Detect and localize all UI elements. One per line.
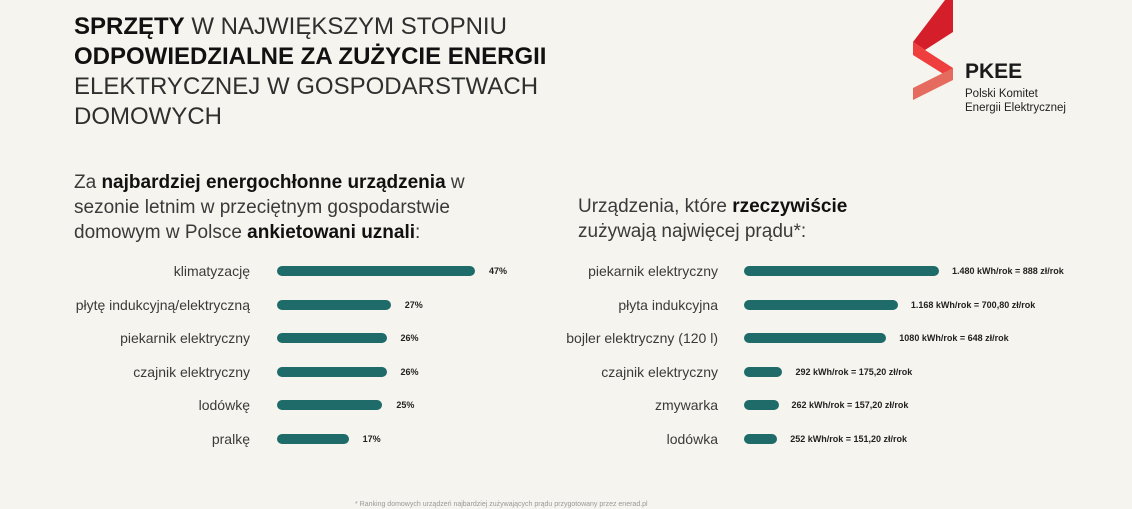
bar <box>744 333 887 343</box>
value-label: 26% <box>400 333 419 343</box>
value-label: 262 kWh/rok = 157,20 zł/rok <box>791 400 909 410</box>
left-chart-heading: Za najbardziej energochłonne urządzenia … <box>74 170 524 245</box>
right-heading-part-c: zużywają najwięcej prądu*: <box>578 221 807 242</box>
category-label: czajnik elektryczny <box>133 363 250 380</box>
category-label: płytę indukcyjną/elektryczną <box>75 296 250 313</box>
logo-subtitle: Polski Komitet Energii Elektrycznej <box>965 87 1066 115</box>
logo-subtitle-line-1: Polski Komitet <box>965 88 1038 100</box>
footnote: * Ranking domowych urządzeń najbardziej … <box>355 501 648 508</box>
value-label: 1.480 kWh/rok = 888 zł/rok <box>952 266 1064 276</box>
bar-row: piekarnik elektryczny 26% <box>0 327 560 349</box>
left-heading-part-a: Za <box>74 172 102 193</box>
survey-bar-chart: klimatyzację 47% płytę indukcyjną/elektryc… <box>0 260 560 470</box>
value-label: 292 kWh/rok = 175,20 zł/rok <box>795 366 913 377</box>
headline-bold-2: ODPOWIEDZIALNE ZA ZUŻYCIE ENERGII <box>74 43 547 70</box>
left-heading-part-b: najbardziej energochłonne urządzenia <box>101 172 446 193</box>
bar-row: płytę indukcyjną/elektryczną 27% <box>0 294 560 316</box>
category-label: klimatyzację <box>173 263 250 279</box>
bar-row: lodówkę 25% <box>0 394 560 416</box>
bar <box>744 400 779 410</box>
bar <box>277 366 387 377</box>
bar <box>277 299 391 310</box>
bar <box>277 333 387 343</box>
value-label: 26% <box>400 366 419 377</box>
bar-row: płyta indukcyjna 1.168 kWh/rok = 700,80 z… <box>540 294 1132 316</box>
category-label: pralkę <box>211 430 250 447</box>
bar <box>744 266 939 276</box>
value-label: 252 kWh/rok = 151,20 zł/rok <box>790 433 907 444</box>
bar-row: piekarnik elektryczny 1.480 kWh/rok = 888… <box>540 260 1132 282</box>
category-label: czajnik elektryczny <box>601 363 718 380</box>
bar <box>744 299 898 310</box>
value-label: 25% <box>396 400 415 410</box>
left-heading-part-e: : <box>415 222 421 243</box>
headline-rest-2: ELEKTRYCZNEJ W GOSPODARSTWACH DOMOWYCH <box>74 73 539 130</box>
category-label: piekarnik elektryczny <box>120 330 250 346</box>
bar-row: pralkę 17% <box>0 428 560 450</box>
bar-row: zmywarka 262 kWh/rok = 157,20 zł/rok <box>540 394 1132 416</box>
pkee-logo: PKEE Polski Komitet Energii Elektrycznej <box>905 0 1105 120</box>
bar <box>277 433 349 444</box>
bar <box>277 400 383 410</box>
category-label: płyta indukcyjna <box>618 296 718 313</box>
left-heading-part-d: ankietowani uznali <box>247 222 416 243</box>
value-label: 1.168 kWh/rok = 700,80 zł/rok <box>910 299 1036 310</box>
value-label: 47% <box>489 266 508 276</box>
bar-row: czajnik elektryczny 292 kWh/rok = 175,20 … <box>540 361 1132 383</box>
value-label: 1080 kWh/rok = 648 zł/rok <box>899 333 1009 343</box>
bar-row: bojler elektryczny (120 l) 1080 kWh/rok =… <box>540 327 1132 349</box>
category-label: piekarnik elektryczny <box>588 263 718 279</box>
headline: SPRZĘTY W NAJWIĘKSZYM STOPNIU ODPOWIEDZI… <box>74 12 594 132</box>
logo-subtitle-line-2: Energii Elektrycznej <box>965 102 1066 114</box>
category-label: lodówka <box>666 430 718 447</box>
category-label: lodówkę <box>198 397 250 413</box>
bar-row: klimatyzację 47% <box>0 260 560 282</box>
right-heading-part-b: rzeczywiście <box>732 196 848 217</box>
headline-rest-1: W NAJWIĘKSZYM STOPNIU <box>184 13 507 40</box>
category-label: zmywarka <box>654 397 718 413</box>
value-label: 17% <box>362 433 381 444</box>
logo-name: PKEE <box>965 60 1023 83</box>
right-chart-heading: Urządzenia, które rzeczywiście zużywają n… <box>578 194 998 244</box>
bar-row: lodówka 252 kWh/rok = 151,20 zł/rok <box>540 428 1132 450</box>
bar <box>744 433 778 444</box>
bar <box>277 266 475 276</box>
bar-row: czajnik elektryczny 26% <box>0 361 560 383</box>
bar <box>744 366 783 377</box>
headline-bold-1: SPRZĘTY <box>74 13 185 40</box>
category-label: bojler elektryczny (120 l) <box>566 330 718 346</box>
right-heading-part-a: Urządzenia, które <box>578 196 733 217</box>
pkee-logo-icon <box>913 0 953 100</box>
left-heading-part-c: w sezonie letnim w przeciętnym gospodars… <box>74 172 465 243</box>
value-label: 27% <box>404 299 423 310</box>
consumption-bar-chart: piekarnik elektryczny 1.480 kWh/rok = 888… <box>540 260 1132 470</box>
